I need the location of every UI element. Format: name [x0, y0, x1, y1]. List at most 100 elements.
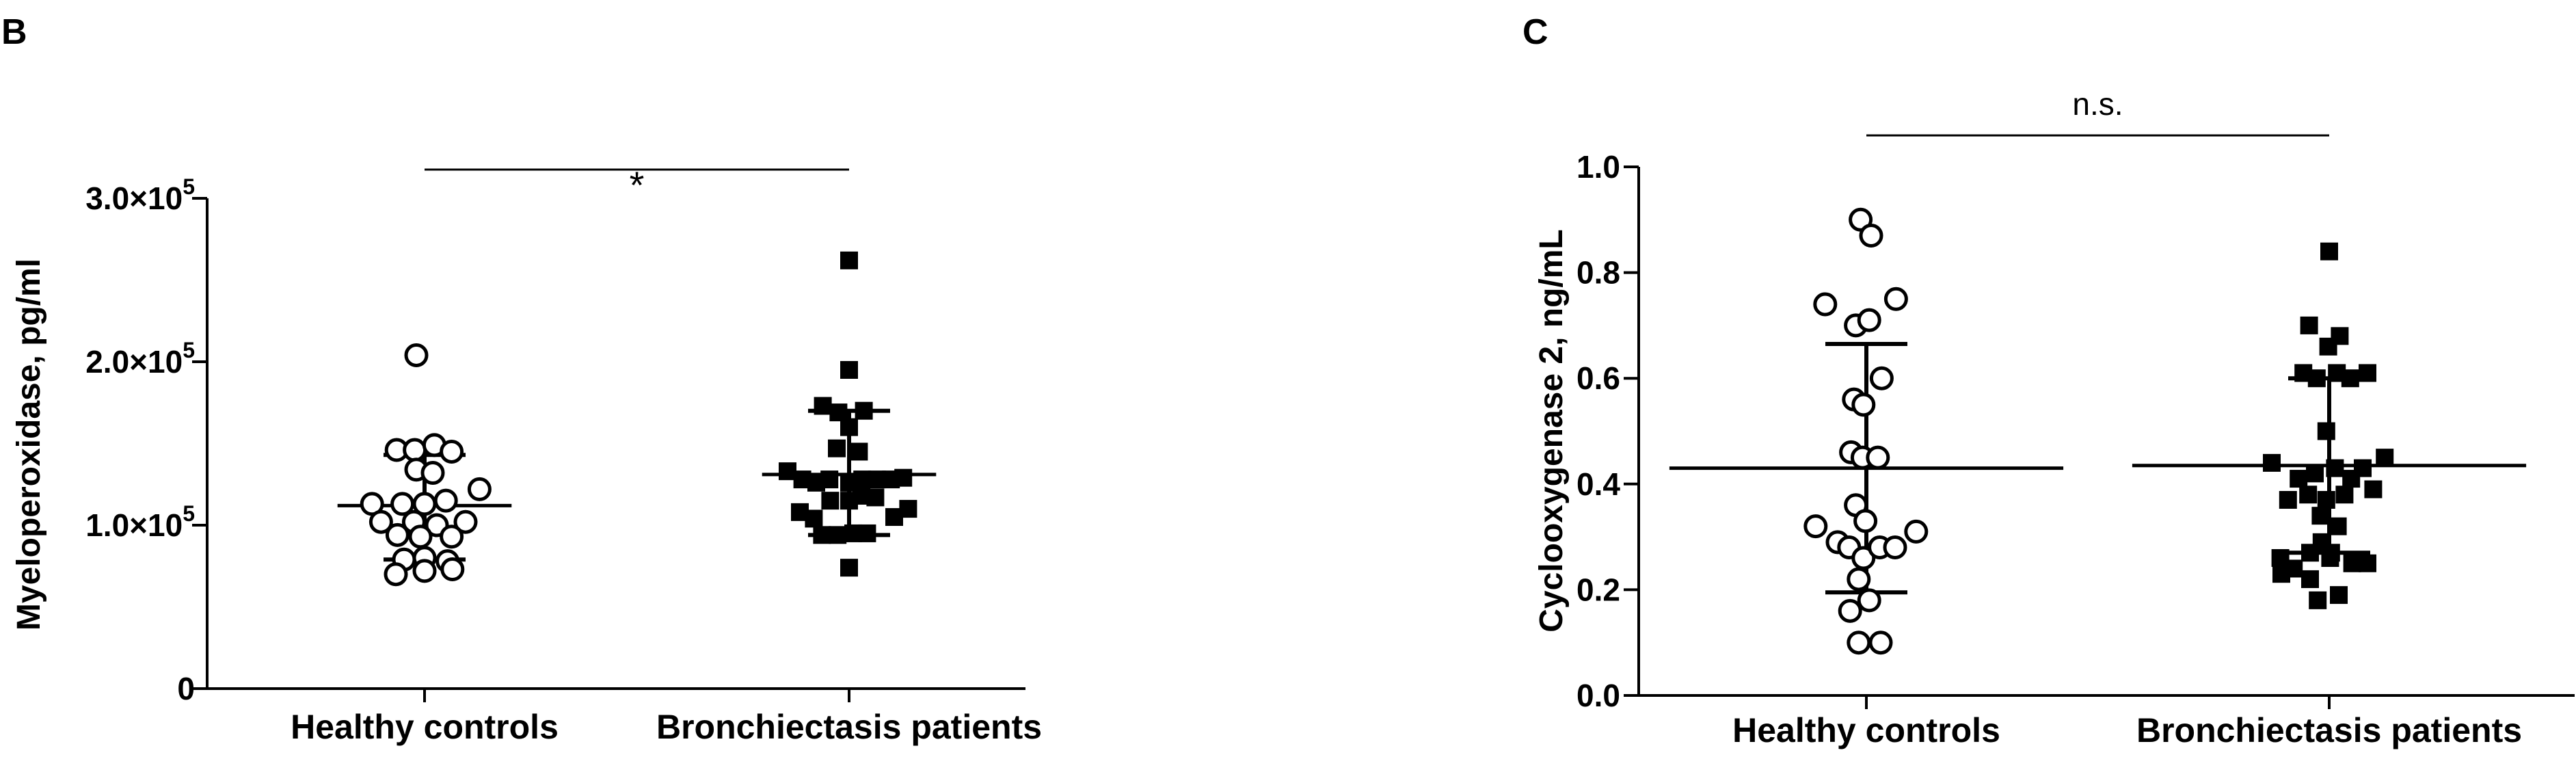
data-point — [1847, 567, 1871, 592]
series-bronchiectasis-patients — [762, 251, 937, 577]
data-point — [805, 509, 823, 528]
y-tick-label: 1.0 — [1577, 149, 1620, 185]
data-point — [404, 343, 429, 367]
data-point — [840, 559, 858, 577]
data-point — [2299, 486, 2318, 504]
data-point — [2320, 242, 2338, 261]
data-point — [2290, 470, 2308, 488]
data-point — [2307, 369, 2326, 388]
data-point — [1859, 223, 1883, 248]
data-point — [2342, 470, 2361, 488]
data-point — [1857, 588, 1881, 613]
series-bronchiectasis-patients — [2132, 242, 2527, 609]
y-tick-mantissa: 0.2 — [1577, 572, 1620, 607]
data-point — [453, 509, 478, 534]
data-point — [440, 439, 464, 464]
y-tick-mantissa: 2.0×10 — [85, 344, 183, 380]
data-point — [2279, 490, 2297, 509]
y-tick-mantissa: 1.0 — [1577, 149, 1620, 185]
data-point — [1883, 287, 1908, 311]
data-point — [899, 500, 917, 518]
data-point — [2301, 570, 2319, 588]
data-point — [1883, 535, 1907, 560]
data-point — [1866, 445, 1890, 470]
data-point — [384, 562, 408, 587]
data-point — [829, 526, 847, 544]
y-tick-mantissa: 0.8 — [1577, 255, 1620, 291]
data-point — [433, 488, 458, 513]
data-point — [2326, 459, 2344, 477]
data-point — [840, 360, 858, 379]
data-point — [412, 559, 437, 583]
data-point — [2317, 422, 2335, 440]
data-point — [2359, 364, 2376, 382]
data-point — [814, 397, 832, 415]
y-tick-mantissa: 0.6 — [1577, 360, 1620, 396]
data-point — [1853, 509, 1878, 533]
y-tick-label: 2.0×105 — [85, 338, 195, 380]
data-point — [828, 439, 846, 457]
data-point — [2359, 554, 2376, 572]
data-point — [403, 438, 427, 462]
data-point — [855, 401, 873, 420]
y-tick-mantissa: 0.4 — [1577, 466, 1620, 502]
data-point — [1868, 630, 1893, 655]
y-axis-label: Myeloperoxidase, pg/ml — [11, 258, 47, 630]
x-category-label: Bronchiectasis patients — [2136, 711, 2522, 749]
data-point — [894, 468, 913, 487]
panel-label-c: C — [1522, 12, 1548, 52]
x-category-label: Bronchiectasis patients — [656, 708, 1042, 746]
y-tick-label: 0 — [177, 671, 195, 706]
data-point — [467, 477, 492, 501]
series-healthy-controls — [1669, 207, 2064, 655]
y-tick-label: 3.0×105 — [85, 174, 195, 216]
data-point — [2376, 449, 2394, 467]
y-tick-exponent: 5 — [183, 501, 195, 526]
data-point — [858, 524, 876, 542]
data-point — [2364, 480, 2383, 499]
data-point — [440, 557, 465, 582]
y-tick-exponent: 5 — [183, 174, 195, 199]
data-point — [2330, 586, 2348, 605]
y-tick-label: 1.0×105 — [85, 501, 195, 543]
significance-label: * — [630, 163, 645, 207]
x-category-label: Healthy controls — [1732, 711, 2000, 749]
data-point — [1803, 514, 1828, 539]
data-point — [408, 524, 433, 549]
data-point — [440, 524, 464, 549]
x-category-label: Healthy controls — [291, 708, 559, 746]
y-tick-label: 0.6 — [1577, 360, 1620, 396]
data-point — [1904, 519, 1929, 544]
data-point — [2301, 544, 2319, 562]
y-tick-label: 0.4 — [1577, 466, 1620, 502]
panel-label-b: B — [1, 12, 27, 52]
data-point — [2335, 486, 2354, 504]
cyclooxygenase-chart: 0.0 0.2 0.4 0.6 0.8 1.0 Healthy controls Bronch… — [1533, 86, 2575, 749]
data-point — [2309, 591, 2327, 609]
data-point — [1869, 366, 1894, 390]
data-point — [2319, 337, 2337, 356]
y-tick-mantissa: 1.0×10 — [85, 507, 183, 543]
y-tick-label: 0.0 — [1577, 678, 1620, 713]
data-point — [813, 526, 831, 544]
y-tick-mantissa: 0.0 — [1577, 678, 1620, 713]
data-point — [2300, 316, 2318, 334]
y-tick-label: 0.8 — [1577, 255, 1620, 291]
data-point — [2321, 549, 2339, 568]
y-axis-label: Cyclooxygenase 2, ng/mL — [1533, 229, 1570, 633]
data-point — [840, 251, 858, 269]
data-point — [2317, 490, 2335, 509]
data-point — [840, 418, 858, 436]
data-point — [2329, 517, 2347, 535]
data-point — [1838, 598, 1862, 623]
y-tick-mantissa: 0 — [177, 671, 195, 706]
y-tick-exponent: 5 — [183, 338, 195, 362]
data-point — [2341, 369, 2359, 388]
y-tick-label: 0.2 — [1577, 572, 1620, 607]
series-healthy-controls — [337, 343, 512, 587]
data-point — [866, 488, 885, 507]
data-point — [1851, 393, 1876, 417]
data-point — [420, 461, 445, 486]
